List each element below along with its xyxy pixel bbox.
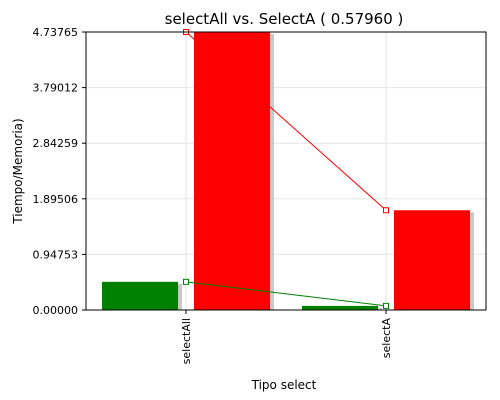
y-axis-label: Tiempo/Memoria): [11, 118, 25, 224]
y-tick-label: 1.89506: [33, 193, 79, 206]
plot-frame: [85, 31, 487, 311]
x-axis-ticks: selectAll selectA: [180, 310, 393, 364]
bar-selectA-series-2: [394, 210, 470, 310]
series-point-1: [383, 302, 389, 309]
bar-selectAll-series-1: [102, 281, 178, 310]
bar-selectA-series-1: [302, 305, 378, 310]
series-point-2: [383, 207, 389, 214]
series-line-2: [185, 31, 387, 211]
series-line-1: [185, 281, 387, 307]
bars: [102, 32, 474, 310]
y-tick-label: 4.73765: [33, 26, 79, 39]
x-tick-label: selectA: [380, 318, 393, 359]
chart-title: selectAll vs. SelectA ( 0.57960 ): [165, 10, 404, 28]
y-tick-label: 2.84259: [33, 137, 79, 150]
y-tick-label: 0.00000: [33, 304, 79, 317]
series-point-1: [183, 278, 189, 285]
bar-selectAll-series-2: [194, 32, 270, 310]
x-axis-label: Tipo select: [251, 378, 317, 392]
y-tick-label: 0.94753: [33, 248, 79, 261]
x-tick-label: selectAll: [180, 318, 193, 364]
y-tick-label: 3.79012: [33, 82, 79, 95]
y-axis-ticks: 0.00000 0.94753 1.89506 2.84259 3.79012 4.737…: [33, 26, 86, 317]
